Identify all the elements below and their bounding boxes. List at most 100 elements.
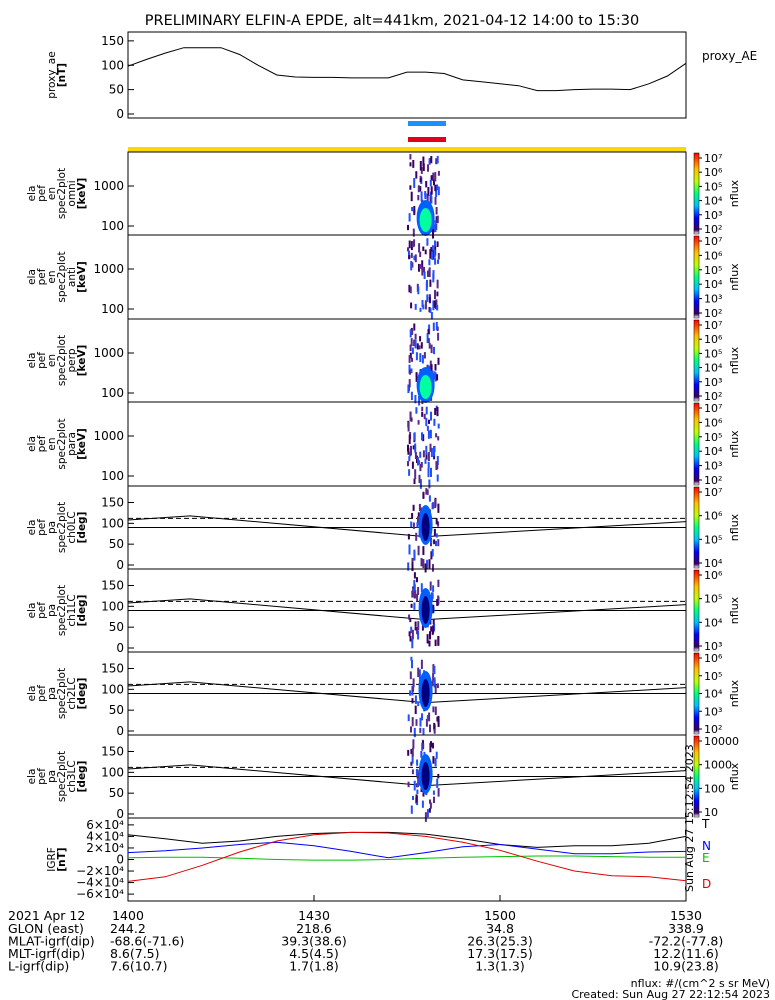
flux-pixel	[421, 300, 424, 308]
flux-pixel	[422, 743, 425, 749]
y-axis-label: omni	[66, 180, 78, 206]
flux-pixel	[411, 717, 414, 727]
flux-pixel	[421, 411, 424, 417]
flux-pixel	[414, 469, 417, 480]
flux-pixel	[431, 681, 434, 687]
flux-pixel	[413, 432, 416, 441]
flux-pixel	[436, 778, 439, 788]
y-tick-label: 1000	[93, 346, 124, 360]
ephemeris-value: 26.3(25.3)	[467, 934, 532, 949]
colorbar-tick-label: 10³	[704, 640, 722, 653]
flux-pixel	[408, 469, 411, 476]
colorbar-tick-label: 10⁴	[704, 445, 723, 458]
colorbar-label: nflux	[728, 346, 741, 374]
flux-pixel	[416, 789, 419, 795]
flux-pixel	[411, 660, 413, 669]
flux-pixel	[418, 669, 421, 680]
y-tick-label: 1000	[93, 179, 124, 193]
flux-pixel	[429, 631, 431, 640]
flux-pixel	[419, 717, 422, 727]
flux-pixel	[411, 461, 414, 469]
y-axis-label: pef	[36, 352, 48, 369]
y-tick-label: 0	[116, 107, 124, 121]
panel-group: proxy_ae[nT]150100500proxy_AEelapefenspe…	[26, 31, 757, 902]
flux-pixel	[425, 718, 428, 727]
flux-pixel	[433, 346, 435, 355]
ephemeris-value: 12.2(11.6)	[653, 946, 718, 961]
flux-pixel	[434, 758, 437, 767]
flux-pixel	[413, 339, 416, 347]
colorbar-label: nflux	[728, 263, 741, 291]
y-axis-label: pa	[46, 604, 58, 617]
flux-pixel	[426, 238, 429, 246]
y-tick-label: 0	[116, 641, 124, 655]
flux-pixel	[429, 799, 431, 804]
flux-pixel	[435, 216, 438, 224]
flux-pixel	[430, 186, 433, 195]
flux-pixel	[411, 207, 414, 212]
orbit-coverage-bar	[128, 147, 686, 152]
flux-pixel	[419, 451, 422, 458]
flux-pixel	[410, 656, 413, 661]
flux-pixel	[412, 228, 415, 237]
flux-pixel	[428, 712, 431, 722]
flux-pixel	[432, 273, 435, 283]
igrf-N-line	[127, 841, 687, 859]
flux-pixel	[411, 590, 414, 598]
y-tick-label: 100	[101, 386, 124, 400]
panel-igrf: IGRF[nT] 6×10⁴4×10⁴2×10⁴0−2×10⁴−4×10⁴−6×1…	[46, 817, 711, 902]
flux-pixel	[436, 599, 439, 606]
flux-pixel	[413, 323, 416, 331]
y-axis-label: [deg]	[76, 761, 88, 793]
ephemeris-row-label: MLT-igrf(dip)	[8, 946, 85, 961]
flux-pixel	[417, 777, 420, 788]
flux-pixel	[430, 195, 433, 204]
flux-pixel	[430, 175, 433, 181]
flux-pixel	[435, 207, 438, 215]
flux-pixel	[417, 185, 420, 193]
legend-igrf-T: T	[701, 817, 710, 831]
y-tick-label: 100	[101, 58, 124, 72]
ephemeris-value: 244.2	[110, 921, 146, 936]
flux-pixel	[419, 307, 422, 312]
flux-pixel	[417, 457, 419, 466]
flux-pixel	[411, 347, 414, 355]
flux-pixel	[407, 749, 410, 756]
colorbar-tick-label: 10⁵	[704, 593, 722, 606]
flux-pixel	[424, 249, 427, 255]
flux-pixel	[434, 184, 437, 192]
flux-pixel	[410, 368, 413, 374]
flux-pixel	[422, 434, 425, 442]
ephemeris-row-label: L-igrf(dip)	[8, 959, 69, 974]
flux-pixel	[426, 364, 429, 369]
flux-pixel	[410, 338, 413, 347]
colorbar	[693, 735, 700, 818]
flux-pixel	[432, 790, 435, 795]
flux-pixel	[407, 247, 409, 252]
y-axis-label: [keV]	[76, 178, 88, 210]
flux-pixel	[417, 286, 420, 295]
y-axis-label: ch2LC	[66, 677, 78, 709]
flux-pixel	[436, 279, 439, 289]
flux-pixel	[421, 432, 423, 441]
colorbar-tick-label: 10²	[704, 474, 722, 487]
flux-pixel	[433, 677, 436, 687]
flux-pixel	[436, 291, 439, 297]
colorbar-tick-label: 10⁶	[704, 333, 723, 346]
colorbar-tick-label: 10²	[704, 723, 722, 736]
colorbar	[693, 402, 700, 486]
flux-pixel	[429, 724, 431, 733]
flux-pixel	[436, 683, 439, 689]
flux-pixel	[434, 240, 436, 247]
y-axis-label: ela	[26, 686, 38, 702]
y-tick-label: 150	[101, 745, 124, 759]
flux-pixel	[435, 518, 438, 525]
y-tick-label: 50	[109, 537, 124, 551]
flux-pixel	[413, 178, 416, 188]
flux-pixel	[408, 544, 411, 555]
flux-pixel	[418, 345, 421, 350]
flux-pixel	[413, 602, 416, 610]
